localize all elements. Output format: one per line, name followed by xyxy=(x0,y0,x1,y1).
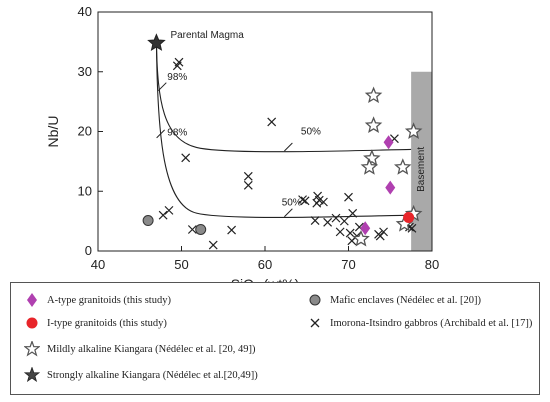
purple-diamond-icon xyxy=(23,292,41,308)
point-gabbro xyxy=(379,227,388,237)
x-tick-label: 70 xyxy=(341,257,355,272)
point-gabbro xyxy=(335,227,345,237)
y-axis-label: Nb/U xyxy=(45,116,61,148)
label-98-lower: 98% xyxy=(167,128,187,139)
legend-label-a-type: A-type granitoids (this study) xyxy=(47,294,171,306)
grey-circle-icon xyxy=(306,292,324,308)
mixing-curve-upper xyxy=(155,43,412,153)
point-gabbro xyxy=(344,192,353,202)
legend-item-strongly-alkaline: Strongly alkaline Kiangara (Nédélec et a… xyxy=(23,367,258,383)
basement-band xyxy=(411,71,432,251)
point-gabbro xyxy=(243,180,253,190)
y-tick-label: 30 xyxy=(78,64,92,79)
tick-98-lower xyxy=(156,129,165,139)
point-mildly-alkaline xyxy=(360,158,379,175)
point-gabbro xyxy=(164,205,174,215)
point-a-type xyxy=(383,135,394,150)
open-star-icon xyxy=(23,341,41,357)
filled-star-icon xyxy=(23,367,41,383)
x-tick-label: 40 xyxy=(91,257,105,272)
legend-item-gabbros: Imorona-Itsindro gabbros (Archibald et a… xyxy=(306,315,532,331)
basement-label: Basement xyxy=(416,147,427,192)
point-gabbro xyxy=(298,195,307,205)
point-a-type xyxy=(385,180,396,195)
point-gabbro xyxy=(243,171,253,181)
point-i-type xyxy=(403,212,415,224)
point-mafic-enclave xyxy=(142,215,154,227)
point-mafic-enclave xyxy=(195,223,207,235)
point-gabbro xyxy=(323,217,333,227)
legend-label-mafic-enclaves: Mafic enclaves (Nédélec et al. [20]) xyxy=(330,294,481,306)
point-gabbro xyxy=(158,210,168,220)
point-gabbro xyxy=(187,225,197,234)
y-tick-label: 20 xyxy=(78,124,92,139)
point-gabbro xyxy=(319,197,328,207)
point-gabbro xyxy=(181,153,191,163)
x-tick-label: 60 xyxy=(258,257,272,272)
legend-item-mildly-alkaline: Mildly alkaline Kiangara (Nédélec et al.… xyxy=(23,341,255,357)
tick-98-upper xyxy=(157,82,167,92)
point-mildly-alkaline xyxy=(404,122,423,139)
point-gabbro xyxy=(345,228,355,238)
red-circle-icon xyxy=(23,315,41,331)
cross-icon xyxy=(306,315,324,331)
point-gabbro xyxy=(348,208,358,218)
label-50-lower: 50% xyxy=(282,198,302,209)
point-strongly-alkaline xyxy=(147,33,166,51)
legend-item-i-type: I-type granitoids (this study) xyxy=(23,315,167,331)
point-mildly-alkaline xyxy=(352,229,370,247)
legend-label-strongly-alkaline: Strongly alkaline Kiangara (Nédélec et a… xyxy=(47,369,258,381)
label-50-upper: 50% xyxy=(301,126,321,137)
x-tick-label: 50 xyxy=(174,257,188,272)
point-gabbro xyxy=(172,61,182,71)
y-tick-label: 0 xyxy=(85,243,92,258)
point-mildly-alkaline xyxy=(364,116,383,133)
legend-item-mafic-enclaves: Mafic enclaves (Nédélec et al. [20]) xyxy=(306,292,481,308)
point-gabbro xyxy=(267,117,277,127)
point-a-type xyxy=(360,221,371,236)
legend-label-mildly-alkaline: Mildly alkaline Kiangara (Nédélec et al.… xyxy=(47,343,256,355)
point-gabbro xyxy=(300,196,310,206)
point-gabbro xyxy=(310,216,320,225)
label-98-upper: 98% xyxy=(167,72,187,83)
point-gabbro xyxy=(227,225,237,235)
legend-item-a-type: A-type granitoids (this study) xyxy=(23,292,171,308)
mixing-curve-lower xyxy=(155,43,412,219)
point-mildly-alkaline xyxy=(393,158,412,175)
legend-label-i-type: I-type granitoids (this study) xyxy=(47,317,167,329)
tick-50-lower xyxy=(284,208,293,218)
legend-label-gabbros: Imorona-Itsindro gabbros (Archibald et a… xyxy=(330,317,533,329)
point-gabbro xyxy=(331,213,341,223)
point-mildly-alkaline xyxy=(363,149,381,166)
legend: A-type granitoids (this study) I-type gr… xyxy=(10,282,540,395)
point-gabbro xyxy=(339,216,349,226)
tick-50-upper xyxy=(284,142,293,152)
plot-area: Basement 40 50 60 70 80 0 10 20 30 40 SiO2 (wt%) Nb/… xyxy=(45,4,439,282)
point-gabbro xyxy=(208,240,218,250)
x-axis-label: SiO2 (wt%) xyxy=(231,276,300,282)
y-tick-label: 10 xyxy=(78,183,92,198)
point-mildly-alkaline xyxy=(364,86,383,104)
chart-svg: Basement 40 50 60 70 80 0 10 20 30 40 SiO2 (wt%) Nb/… xyxy=(45,4,439,282)
parental-magma-label: Parental Magma xyxy=(170,30,244,41)
y-tick-label: 40 xyxy=(78,4,92,19)
x-tick-label: 80 xyxy=(425,257,439,272)
